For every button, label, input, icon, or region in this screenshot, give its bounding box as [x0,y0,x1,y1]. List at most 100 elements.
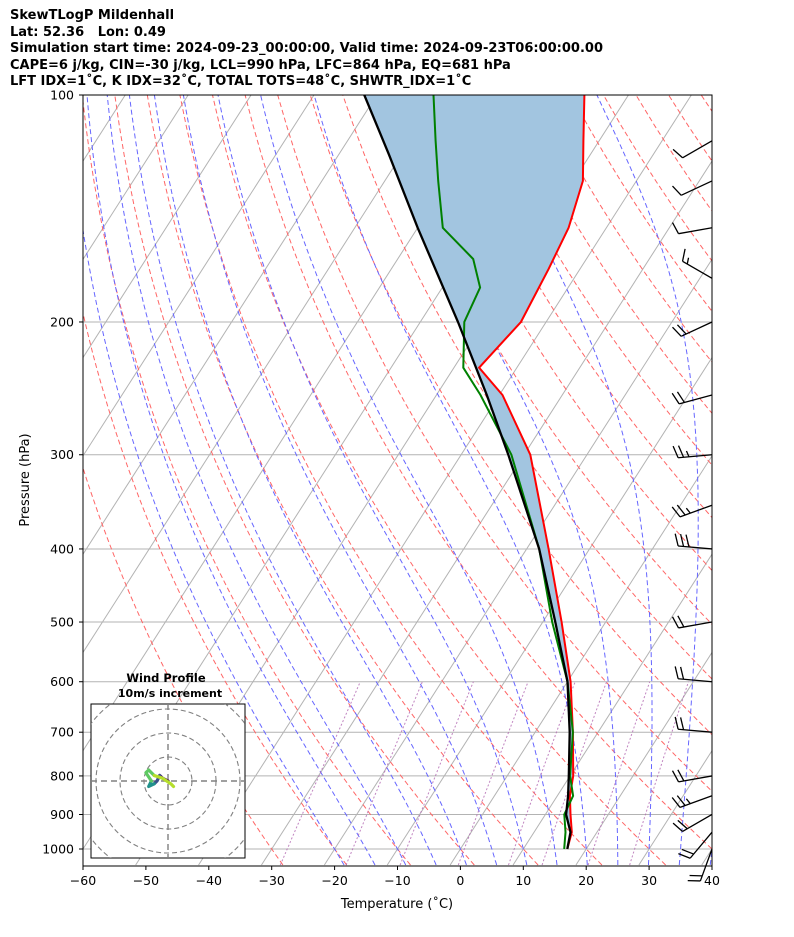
hodograph-plot [91,704,245,858]
moist-adiabat [128,95,437,866]
title-indices-1: CAPE=6 j/kg, CIN=-30 j/kg, LCL=990 hPa, … [10,57,511,73]
wind-barb [674,666,713,683]
y-tick-label: 500 [50,615,74,630]
wind-barb-staff [679,795,713,809]
wind-barb [672,813,713,833]
dry-adiabat [472,95,712,466]
isotherm-line [512,553,712,866]
mixing-ratio-line [587,681,651,866]
dry-adiabat [440,95,712,519]
y-tick-label: 200 [50,314,74,329]
dry-adiabat [244,95,712,850]
wind-barb-feather [676,324,687,335]
dry-adiabat [734,95,794,865]
hodograph: Wind Profile 10m/s increment [90,671,246,859]
isotherm-line [83,95,378,556]
wind-barb-feather [676,504,686,516]
x-tick-label: −30 [259,873,285,888]
wind-barb-feather [681,848,694,855]
y-axis: 1000 900 800 700 600 500 400 300 200 100 [42,88,83,857]
hodograph-title: Wind Profile [126,671,206,685]
x-tick-label: −60 [70,873,96,888]
wind-barb-staff [682,813,713,833]
wind-barb-feather [672,822,683,832]
isotherm-line [323,258,712,866]
dry-adiabat [179,95,603,866]
y-tick-label: 600 [50,674,74,689]
mixing-ratio-line [508,681,576,866]
wind-barb-feather [679,666,685,680]
x-tick-label: −50 [133,873,159,888]
x-tick-label: 30 [641,873,657,888]
wind-barb [671,795,713,809]
hodograph-trace [152,773,176,789]
x-tick-label: 20 [578,873,594,888]
moist-adiabat [709,844,712,866]
temperature-profile [477,95,586,850]
moist-adiabat [106,95,407,866]
x-tick-label: 0 [456,873,464,888]
dry-adiabat [570,95,712,313]
wind-barb-feather [679,717,685,730]
wind-barb [671,615,713,629]
wind-barb [674,716,713,733]
isotherm-line [83,95,252,359]
moist-adiabat [153,95,467,866]
dewpoint-profile [432,95,575,850]
wind-barb-feather [679,534,685,547]
wind-barb [678,831,713,859]
dry-adiabat [635,95,712,212]
wind-barb-feather [678,852,691,859]
isotherm-line [198,95,692,866]
wind-barb [687,848,713,882]
wind-barb-feather [672,185,682,196]
wind-barb-feather [685,507,691,514]
mixing-ratio-line [399,681,474,866]
wind-barb-feather [677,445,685,458]
x-tick-label: −10 [384,873,410,888]
isotherm-line [83,95,189,261]
wind-barb-feather [681,248,686,262]
wind-barb-feather [674,533,679,547]
wind-barb-feather [686,257,690,265]
wind-barb-feather [685,798,691,805]
wind-barb [672,445,713,459]
wind-barb-feather [685,450,690,458]
wind-barb-feather [685,534,690,548]
wind-barb-feather [676,391,685,403]
dry-adiabat [668,95,712,162]
wind-barbs [671,140,713,882]
isotherm-line [83,95,315,457]
y-axis-label: Pressure (hPa) [18,433,33,526]
y-tick-label: 700 [50,725,74,740]
wind-barb-staff [678,545,713,550]
wind-barb-staff [699,848,713,882]
x-tick-label: 40 [704,873,720,888]
wind-barb-feather [671,222,680,234]
moist-adiabat [83,227,345,866]
wind-barb-staff [680,180,713,196]
wind-barb-feather [671,770,680,783]
dry-adiabat [700,95,712,113]
dry-adiabat [505,95,712,414]
isotherm-line [701,848,712,866]
wind-barb-staff [678,775,713,783]
isotherm-line [449,454,712,866]
dry-adiabat [83,466,284,866]
wind-barb-feather [677,819,688,830]
wind-barb [671,222,713,235]
x-axis-label: Temperature (˚C) [340,896,453,912]
wind-barb-feather [672,445,679,458]
y-tick-label: 800 [50,768,74,783]
chart-header: SkewTLogP Mildenhall Lat: 52.36 Lon: 0.4… [10,8,603,91]
mixing-ratio-line [541,681,608,866]
wind-barb-staff [682,260,713,279]
wind-barb-feather [674,716,679,730]
moist-adiabat [182,95,498,866]
x-tick-label: −20 [321,873,347,888]
dry-adiabat [83,311,348,866]
dry-adiabat [212,95,666,866]
profiles [363,95,586,850]
y-tick-label: 100 [50,88,74,103]
hodograph-subtitle: 10m/s increment [118,687,222,700]
